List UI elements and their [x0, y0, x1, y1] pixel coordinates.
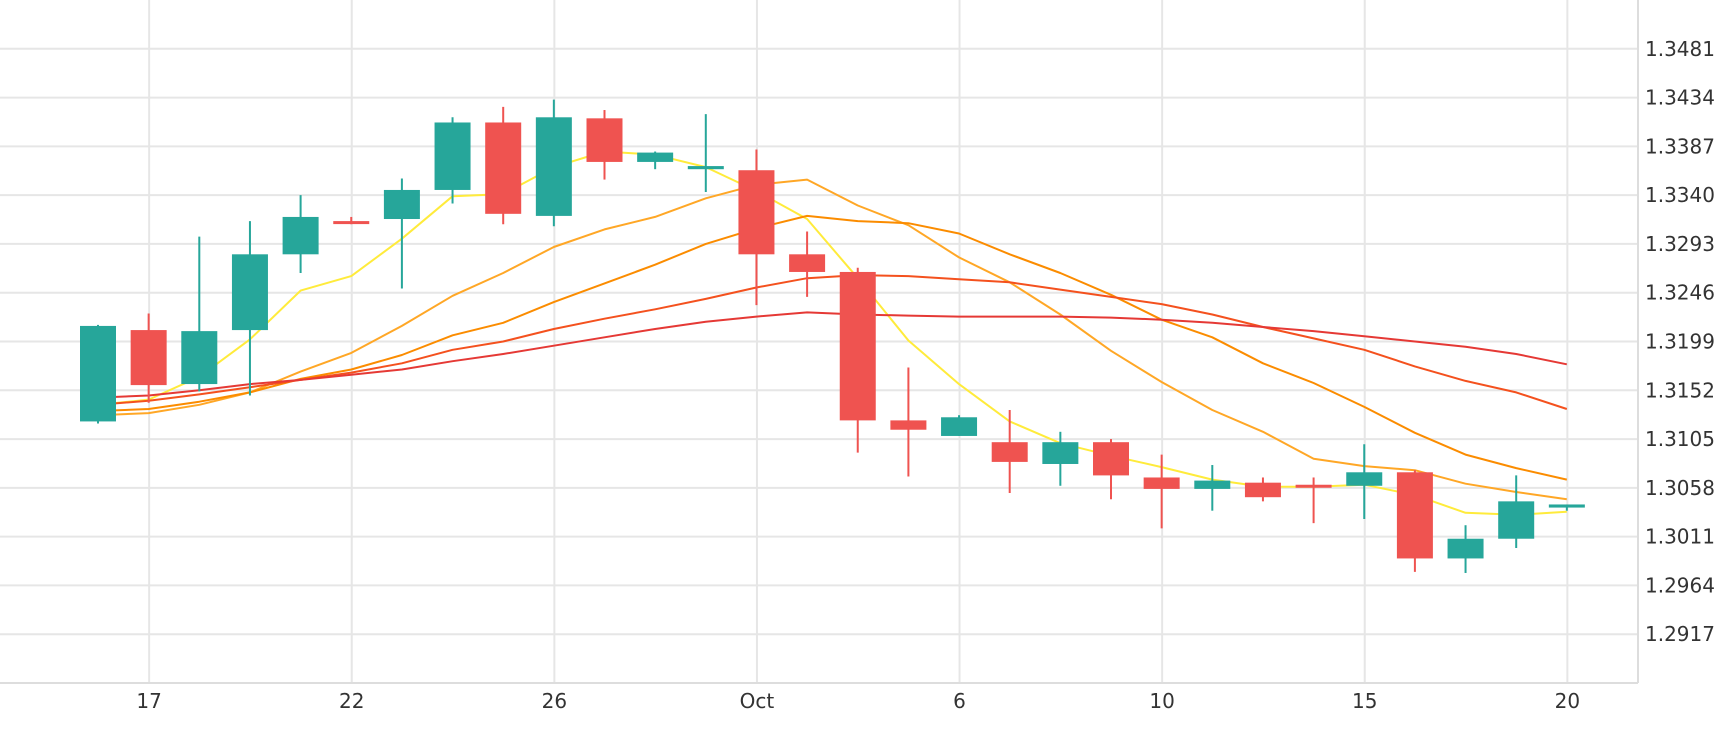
candle-body — [941, 417, 978, 436]
x-tick-label: 10 — [1149, 689, 1174, 713]
candle-body — [383, 189, 420, 220]
candle-body — [1143, 477, 1180, 489]
candle-down — [991, 410, 1028, 494]
candle-body — [282, 216, 319, 255]
candle-layer — [80, 99, 1585, 573]
candle-down — [130, 313, 167, 403]
x-tick-label: 26 — [542, 689, 567, 713]
candle-body — [687, 166, 724, 170]
candle-body — [231, 254, 268, 331]
candle-body — [181, 331, 218, 385]
candle-up — [282, 195, 319, 273]
y-tick-label: 1.3199 — [1645, 330, 1715, 354]
moving-average-line-5 — [97, 311, 1567, 399]
y-tick-label: 1.3058 — [1645, 476, 1715, 500]
candle-body — [535, 117, 572, 216]
candle-body — [130, 330, 167, 386]
candle-up — [637, 151, 674, 170]
y-tick-label: 1.3152 — [1645, 378, 1715, 402]
y-tick-label: 1.2964 — [1645, 573, 1715, 597]
candle-body — [434, 122, 471, 190]
candle-body — [80, 325, 116, 422]
y-tick-label: 1.2917 — [1645, 622, 1715, 646]
x-tick-label: 20 — [1555, 689, 1580, 713]
candle-down — [1143, 454, 1180, 529]
candle-up — [80, 324, 116, 424]
moving-average-line-1 — [97, 150, 1567, 516]
candle-down — [333, 216, 370, 225]
candle-down — [738, 149, 775, 306]
candle-body — [991, 442, 1028, 462]
candle-body — [1295, 484, 1332, 488]
candle-down — [839, 267, 876, 453]
candle-body — [637, 152, 674, 162]
axis-layer: 1.3481 1.3434 1.3387 1.3340 1.3293 1.3246 1.31… — [0, 0, 1715, 713]
y-tick-label: 1.3105 — [1645, 427, 1715, 451]
candle-down — [1396, 470, 1433, 572]
candle-up — [231, 221, 268, 396]
moving-average-line-2 — [97, 178, 1567, 501]
candle-down — [1093, 439, 1129, 500]
candle-up — [687, 114, 724, 193]
x-tick-label: Oct — [740, 689, 775, 713]
candle-body — [1093, 442, 1129, 476]
x-tick-label: 17 — [136, 689, 161, 713]
candle-up — [1194, 465, 1231, 511]
candle-up — [535, 99, 572, 227]
candle-up — [383, 178, 420, 289]
candle-up — [181, 236, 218, 392]
candle-up — [434, 117, 471, 204]
candle-body — [1548, 504, 1585, 508]
moving-average-layer — [97, 150, 1568, 516]
x-tick-label: 15 — [1352, 689, 1377, 713]
candle-body — [890, 420, 927, 430]
candle-down — [789, 231, 826, 297]
y-tick-label: 1.3481 — [1645, 37, 1715, 61]
candle-body — [1498, 501, 1535, 539]
candle-body — [1346, 472, 1383, 486]
moving-average-line-4 — [97, 274, 1568, 410]
candle-up — [1548, 504, 1585, 511]
candle-up — [1498, 475, 1535, 549]
y-tick-label: 1.3434 — [1645, 86, 1715, 110]
candle-down — [586, 110, 623, 180]
candle-body — [738, 170, 775, 255]
y-tick-label: 1.3293 — [1645, 232, 1715, 256]
y-tick-label: 1.3246 — [1645, 281, 1715, 305]
y-tick-label: 1.3340 — [1645, 183, 1715, 207]
moving-average-line-3 — [97, 214, 1568, 481]
y-tick-label: 1.3011 — [1645, 525, 1715, 549]
candle-down — [485, 106, 522, 225]
y-tick-label: 1.3387 — [1645, 134, 1715, 158]
candle-up — [1042, 431, 1079, 486]
candle-body — [333, 221, 370, 225]
candle-body — [1396, 472, 1433, 559]
candle-body — [1194, 480, 1231, 489]
candle-body — [1042, 442, 1079, 464]
candle-up — [1447, 525, 1484, 573]
candle-body — [1447, 538, 1484, 559]
candle-up — [941, 415, 978, 436]
candle-body — [485, 122, 522, 214]
x-tick-label: 22 — [339, 689, 364, 713]
candle-body — [586, 118, 623, 162]
candle-body — [1244, 482, 1281, 498]
candle-down — [890, 367, 927, 477]
candle-down — [1244, 477, 1281, 502]
x-tick-label: 6 — [953, 689, 966, 713]
candle-body — [839, 271, 876, 421]
candle-down — [1295, 477, 1332, 524]
candle-body — [789, 254, 826, 272]
candle-up — [1346, 444, 1383, 519]
